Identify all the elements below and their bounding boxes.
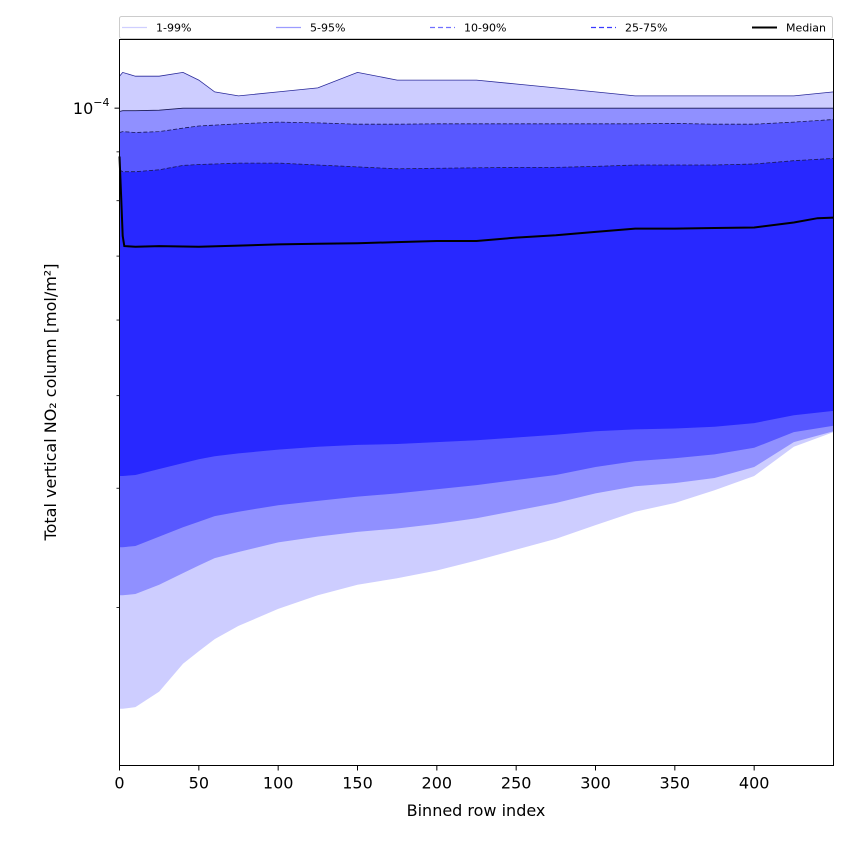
legend-label: 5-95% — [310, 22, 345, 35]
percentile-bands — [119, 71, 834, 709]
band-upper-edge-25-75% — [119, 158, 834, 173]
band-25-75% — [119, 158, 834, 476]
median-series — [118, 156, 834, 248]
legend: 1-99% 5-95% 10-90% 25-75% Median — [119, 16, 833, 39]
legend-box — [119, 16, 833, 39]
x-tick-label: 50 — [189, 774, 209, 793]
x-tick-label: 200 — [422, 774, 453, 793]
legend-label: Median — [786, 22, 826, 35]
x-tick-label: 0 — [114, 774, 124, 793]
plot-frame — [119, 39, 834, 766]
legend-label: 1-99% — [156, 22, 191, 35]
median-line — [118, 156, 834, 248]
x-tick-label: 400 — [739, 774, 770, 793]
y-axis-label: Total vertical NO₂ column [mol/m²] — [41, 264, 60, 542]
x-tick-label: 250 — [501, 774, 532, 793]
y-axis-ticks: 10−4 — [73, 96, 120, 608]
x-tick-label: 100 — [263, 774, 294, 793]
x-tick-label: 150 — [342, 774, 373, 793]
x-axis-ticks: 0 50 100 150 200 250 300 350 400 — [114, 765, 770, 793]
legend-label: 10-90% — [464, 22, 506, 35]
band-upper-edge-5-95% — [119, 107, 834, 112]
x-tick-label: 350 — [660, 774, 691, 793]
band-upper-edge-10-90% — [119, 119, 834, 133]
x-tick-label: 300 — [580, 774, 611, 793]
x-axis-label: Binned row index — [407, 801, 546, 820]
y-tick-label: 10−4 — [73, 96, 110, 118]
legend-label: 25-75% — [625, 22, 667, 35]
band-upper-edge-1-99% — [119, 71, 834, 97]
